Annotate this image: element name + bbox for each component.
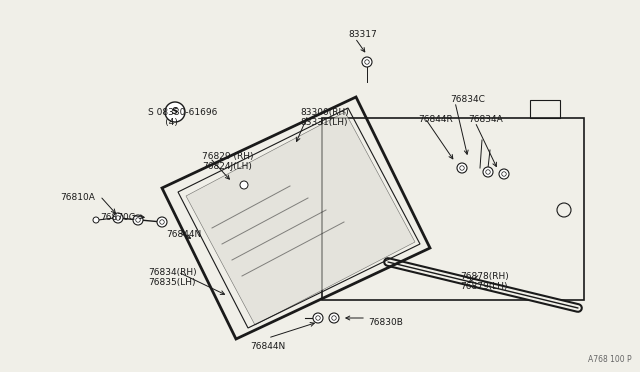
Text: 76810A: 76810A bbox=[60, 193, 95, 202]
Text: 76829 (RH)
76824J(LH): 76829 (RH) 76824J(LH) bbox=[202, 152, 253, 171]
Circle shape bbox=[362, 57, 372, 67]
Text: 76834C: 76834C bbox=[450, 95, 485, 104]
Polygon shape bbox=[186, 112, 415, 325]
Circle shape bbox=[157, 217, 167, 227]
Circle shape bbox=[460, 166, 464, 170]
Text: 76870C: 76870C bbox=[100, 213, 135, 222]
Text: 76834A: 76834A bbox=[468, 115, 503, 124]
Circle shape bbox=[160, 220, 164, 224]
Circle shape bbox=[502, 172, 506, 176]
Text: 76834(RH)
76835(LH): 76834(RH) 76835(LH) bbox=[148, 268, 196, 288]
Text: 83300(RH)
83331(LH): 83300(RH) 83331(LH) bbox=[300, 108, 349, 127]
Text: 76878(RH)
76879(LH): 76878(RH) 76879(LH) bbox=[460, 272, 509, 291]
Circle shape bbox=[240, 181, 248, 189]
Text: 76844N: 76844N bbox=[166, 230, 201, 239]
Circle shape bbox=[499, 169, 509, 179]
Circle shape bbox=[165, 102, 185, 122]
Circle shape bbox=[365, 60, 369, 64]
Circle shape bbox=[133, 215, 143, 225]
Text: A768 100 P: A768 100 P bbox=[588, 355, 632, 364]
Circle shape bbox=[93, 217, 99, 223]
Circle shape bbox=[332, 316, 336, 320]
Circle shape bbox=[457, 163, 467, 173]
Text: 76844N: 76844N bbox=[250, 342, 285, 351]
Circle shape bbox=[136, 218, 140, 222]
Text: S 08330-61696
      (4): S 08330-61696 (4) bbox=[148, 108, 218, 127]
Circle shape bbox=[316, 316, 320, 320]
Text: 76830B: 76830B bbox=[368, 318, 403, 327]
Circle shape bbox=[483, 167, 493, 177]
Circle shape bbox=[313, 313, 323, 323]
Circle shape bbox=[113, 213, 123, 223]
Circle shape bbox=[329, 313, 339, 323]
Text: 76844R: 76844R bbox=[418, 115, 452, 124]
Text: 83317: 83317 bbox=[348, 30, 377, 39]
Text: S: S bbox=[172, 108, 178, 116]
Circle shape bbox=[486, 170, 490, 174]
Circle shape bbox=[116, 216, 120, 220]
